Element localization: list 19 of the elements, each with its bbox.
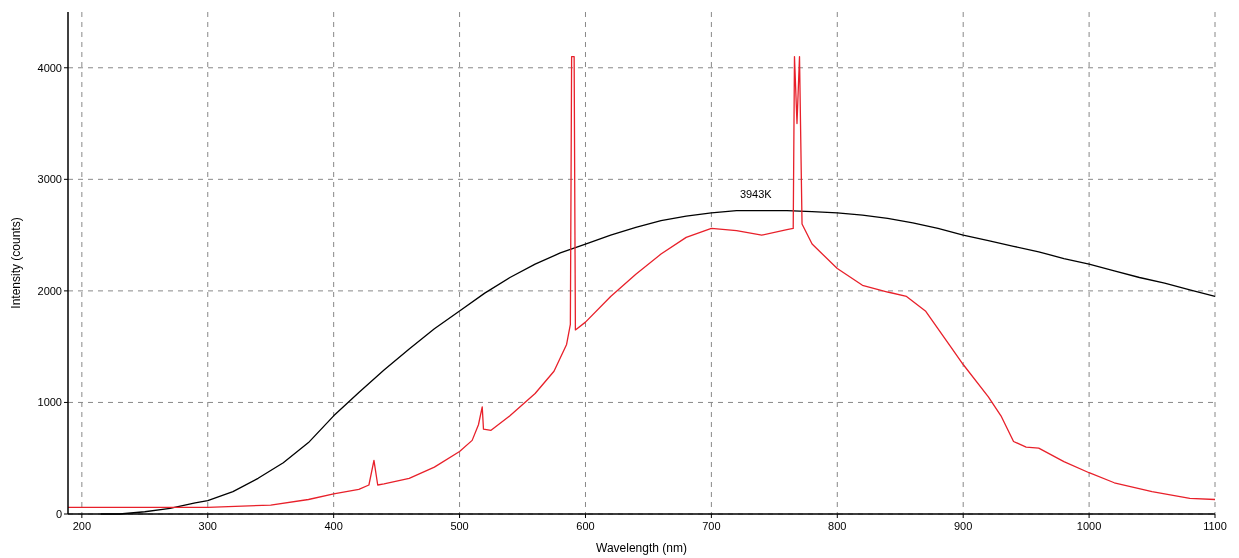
y-tick-label: 4000 [37,61,62,74]
y-tick-label: 1000 [37,396,62,409]
x-tick-label: 400 [324,520,343,532]
x-tick-label: 200 [72,520,92,532]
annotation: 3943K [739,188,773,200]
y-tick-label: 3000 [37,173,62,186]
x-axis-title: Wavelength (nm) [596,541,687,555]
x-tick-label: 700 [702,520,721,532]
x-tick-label: 600 [576,520,595,532]
x-tick-label: 900 [954,520,973,532]
x-tick-label: 1100 [1203,520,1227,532]
x-tick-label: 500 [450,520,469,532]
line-series [67,55,1216,508]
y-axis-title: Intensity (counts) [9,217,23,309]
x-tick-label: 1000 [1076,520,1102,532]
y-tick-label: 0 [55,508,62,520]
x-tick-label: 300 [198,520,217,532]
y-tick-label: 2000 [37,284,62,297]
x-tick-label: 800 [828,520,847,532]
